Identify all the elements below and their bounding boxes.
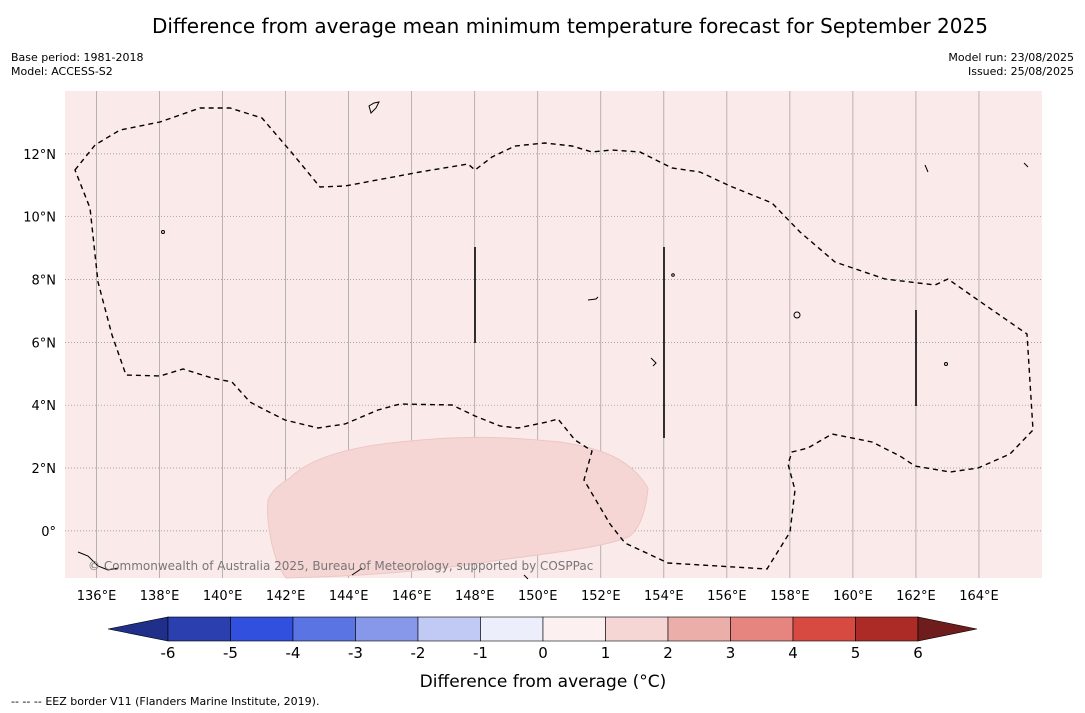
colorbar-segment bbox=[167, 616, 231, 642]
colorbar-extend-low bbox=[107, 616, 169, 642]
island bbox=[351, 567, 363, 576]
longitude-tick-label: 146°E bbox=[392, 589, 432, 604]
island bbox=[671, 273, 675, 277]
eez-legend-symbol: -- -- -- bbox=[11, 695, 42, 708]
island bbox=[523, 574, 529, 580]
colorbar-segment bbox=[230, 616, 294, 642]
meta-right: Model run: 23/08/2025 Issued: 25/08/2025 bbox=[948, 51, 1074, 79]
latitude-tick-label: 10°N bbox=[23, 211, 56, 226]
longitude-tick-label: 160°E bbox=[833, 589, 873, 604]
colorbar-extend-high bbox=[917, 616, 978, 642]
latitude-tick-label: 6°N bbox=[32, 336, 57, 351]
longitude-tick-label: 156°E bbox=[707, 589, 747, 604]
colorbar-segment bbox=[667, 616, 731, 642]
base-period-label: Base period: 1981-2018 bbox=[11, 51, 144, 64]
island bbox=[1023, 162, 1029, 168]
longitude-tick-label: 154°E bbox=[644, 589, 684, 604]
longitude-tick-label: 144°E bbox=[329, 589, 369, 604]
colorbar-tick-label: 1 bbox=[601, 644, 611, 662]
colorbar-segment bbox=[355, 616, 419, 642]
colorbar-segment bbox=[292, 616, 356, 642]
warm-anomaly-region bbox=[267, 436, 649, 579]
colorbar-segment bbox=[542, 616, 606, 642]
island bbox=[793, 311, 801, 319]
colorbar-tick-label: 0 bbox=[538, 644, 548, 662]
island-guam bbox=[368, 101, 380, 114]
colorbar-tick-label: 4 bbox=[788, 644, 798, 662]
latitude-tick-label: 2°N bbox=[32, 462, 57, 477]
latitude-tick-label: 4°N bbox=[32, 399, 57, 414]
longitude-tick-label: 140°E bbox=[203, 589, 243, 604]
colorbar-segment bbox=[730, 616, 794, 642]
latitude-tick-label: 8°N bbox=[32, 274, 57, 289]
colorbar-segment bbox=[792, 616, 856, 642]
island bbox=[161, 230, 165, 234]
island bbox=[77, 551, 119, 571]
island bbox=[587, 296, 599, 301]
colorbar-tick-label: 3 bbox=[726, 644, 736, 662]
longitude-tick-label: 152°E bbox=[581, 589, 621, 604]
colorbar-segment bbox=[417, 616, 481, 642]
footer-note: -- -- -- EEZ border V11 (Flanders Marine… bbox=[11, 695, 319, 708]
colorbar-tick-label: -5 bbox=[223, 644, 238, 662]
island bbox=[650, 357, 657, 367]
island bbox=[944, 362, 948, 366]
latitude-tick-labels: 12°N 10°N 8°N 6°N 4°N 2°N 0° bbox=[23, 148, 56, 540]
longitude-tick-label: 138°E bbox=[140, 589, 180, 604]
colorbar-tick-label: 6 bbox=[913, 644, 923, 662]
colorbar-tick-label: -6 bbox=[161, 644, 176, 662]
eez-border bbox=[74, 107, 1034, 570]
colorbar-tick-label: -3 bbox=[348, 644, 363, 662]
colorbar-tick-label: 5 bbox=[851, 644, 861, 662]
longitude-tick-label: 148°E bbox=[455, 589, 495, 604]
colorbar-label: Difference from average (°C) bbox=[420, 672, 667, 692]
longitude-tick-label: 164°E bbox=[959, 589, 999, 604]
colorbar-segment bbox=[855, 616, 919, 642]
model-run-label: Model run: 23/08/2025 bbox=[948, 51, 1074, 64]
longitude-tick-label: 142°E bbox=[266, 589, 306, 604]
longitude-tick-label: 136°E bbox=[77, 589, 117, 604]
copyright-text: © Commonwealth of Australia 2025, Bureau… bbox=[88, 559, 593, 573]
chart-title: Difference from average mean minimum tem… bbox=[152, 14, 988, 38]
colorbar-segment bbox=[480, 616, 544, 642]
island bbox=[924, 164, 929, 173]
map-panel: © Commonwealth of Australia 2025, Bureau… bbox=[65, 91, 1042, 580]
islands bbox=[77, 101, 1029, 580]
model-label: Model: ACCESS-S2 bbox=[11, 65, 113, 78]
colorbar-segment bbox=[605, 616, 669, 642]
longitude-tick-label: 158°E bbox=[770, 589, 810, 604]
issued-label: Issued: 25/08/2025 bbox=[967, 65, 1074, 78]
longitude-tick-label: 162°E bbox=[896, 589, 936, 604]
colorbar-tick-label: -4 bbox=[286, 644, 301, 662]
eez-legend-text: EEZ border V11 (Flanders Marine Institut… bbox=[45, 695, 320, 708]
colorbar-tick-label: -1 bbox=[473, 644, 488, 662]
longitude-tick-labels: 136°E 138°E 140°E 142°E 144°E 146°E 148°E 150°E… bbox=[77, 589, 999, 604]
longitude-tick-label: 150°E bbox=[518, 589, 558, 604]
colorbar bbox=[107, 616, 978, 642]
colorbar-tick-label: -2 bbox=[411, 644, 426, 662]
colorbar-tick-label: 2 bbox=[663, 644, 673, 662]
colorbar-tick-labels: -6 -5 -4 -3 -2 -1 0 1 2 3 4 5 6 bbox=[161, 644, 923, 662]
latitude-tick-label: 12°N bbox=[23, 148, 56, 163]
meta-left: Base period: 1981-2018 Model: ACCESS-S2 bbox=[11, 51, 143, 79]
latitude-tick-label: 0° bbox=[41, 525, 56, 540]
